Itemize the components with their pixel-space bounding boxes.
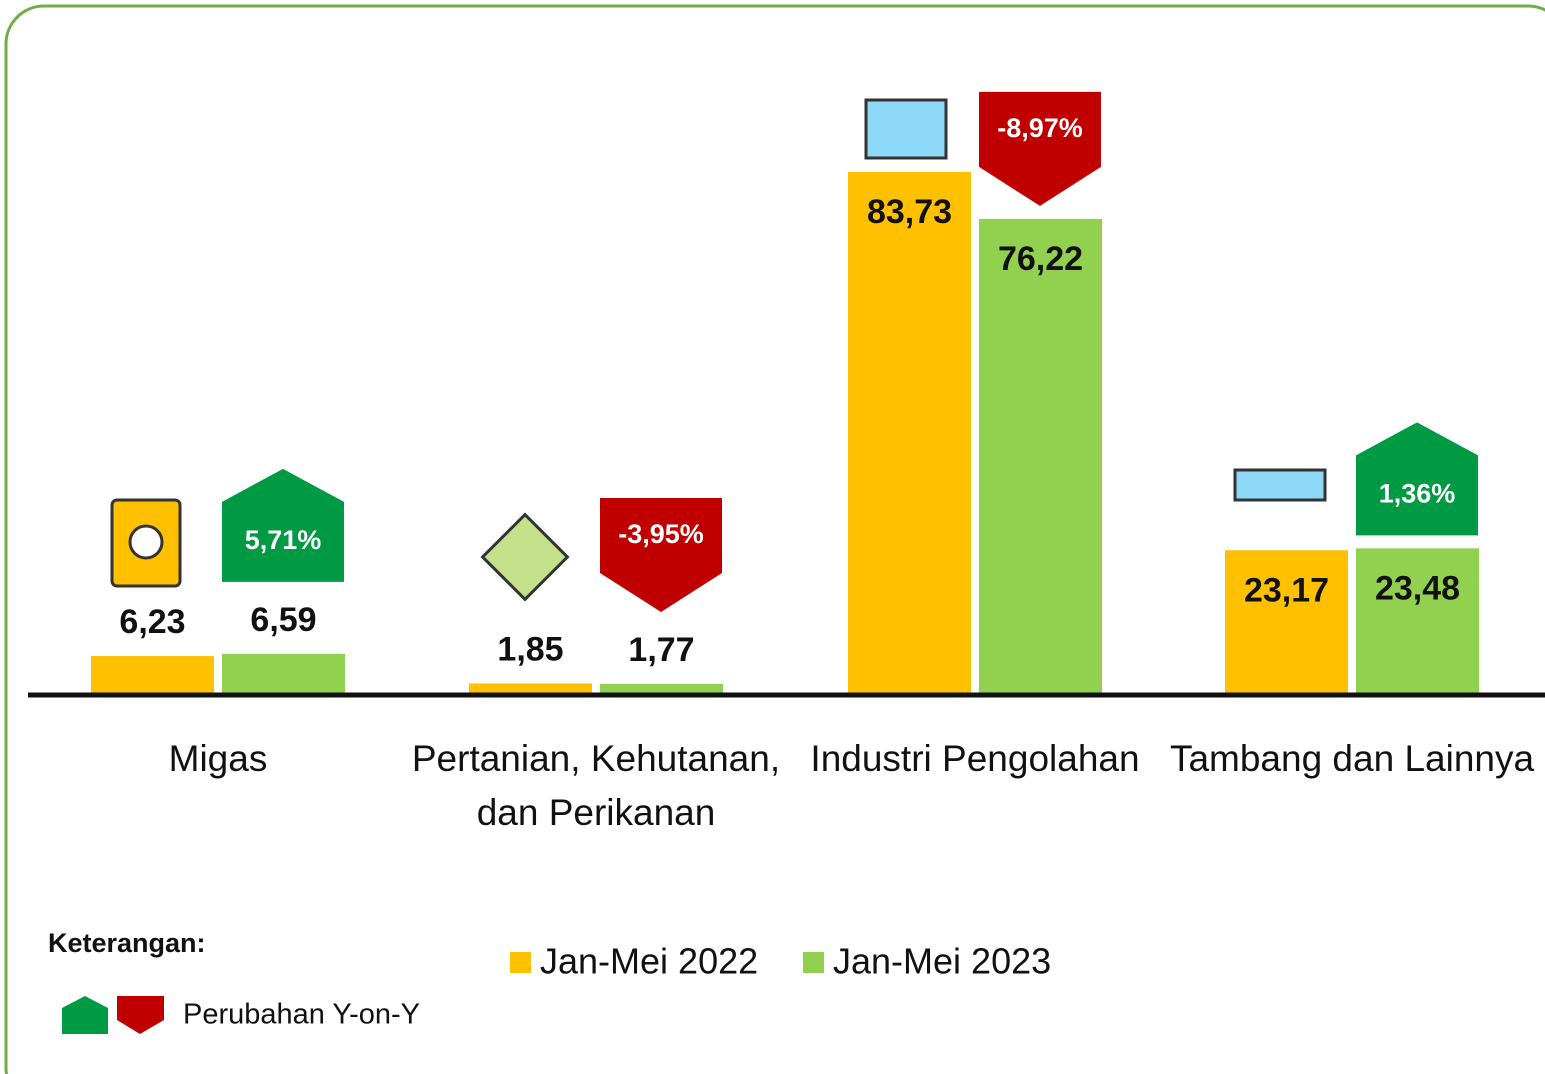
value-label: 6,59	[250, 601, 316, 639]
category-label: Industri Pengolahan	[810, 738, 1140, 779]
category-label: Pertanian, Kehutanan, dan Perikanan	[411, 738, 781, 833]
bar	[1225, 550, 1348, 695]
legend-label: Jan-Mei 2022	[540, 941, 758, 982]
bar	[469, 683, 592, 695]
legend-label: Jan-Mei 2023	[833, 941, 1051, 982]
legend-swatch	[803, 952, 824, 973]
change-label: 5,71%	[245, 525, 322, 555]
legend-down-icon	[117, 996, 164, 1034]
icon-field	[480, 512, 570, 602]
change-badge	[979, 91, 1101, 206]
bar	[91, 656, 214, 695]
bar	[848, 172, 971, 695]
legend-title: Keterangan:	[48, 928, 206, 958]
value-label: 76,22	[998, 240, 1083, 278]
change-badge	[222, 468, 344, 582]
bar	[600, 683, 723, 695]
change-label: -8,97%	[997, 113, 1083, 143]
value-label: 1,77	[628, 631, 694, 669]
value-label: 23,17	[1244, 571, 1329, 609]
bar	[222, 653, 345, 695]
change-legend-label: Perubahan Y-on-Y	[183, 999, 420, 1031]
value-label: 23,48	[1375, 569, 1460, 607]
category-label: Tambang dan Lainnya	[1169, 738, 1535, 779]
change-badge	[600, 497, 722, 612]
frame	[4, 4, 1545, 1074]
change-badge	[1356, 422, 1478, 536]
legend-up-icon	[62, 996, 108, 1034]
category-label: Migas	[168, 738, 268, 779]
value-label: 1,85	[497, 630, 563, 668]
bar	[1356, 548, 1479, 695]
value-label: 6,23	[119, 603, 185, 641]
change-label: 1,36%	[1379, 478, 1456, 508]
icon-barrel-drop	[128, 524, 164, 560]
change-label: -3,95%	[618, 519, 704, 549]
bar	[979, 218, 1102, 695]
icon-factory	[864, 98, 948, 160]
icon-rig	[1233, 468, 1327, 502]
legend-swatch	[510, 952, 531, 973]
value-label: 83,73	[867, 193, 952, 231]
